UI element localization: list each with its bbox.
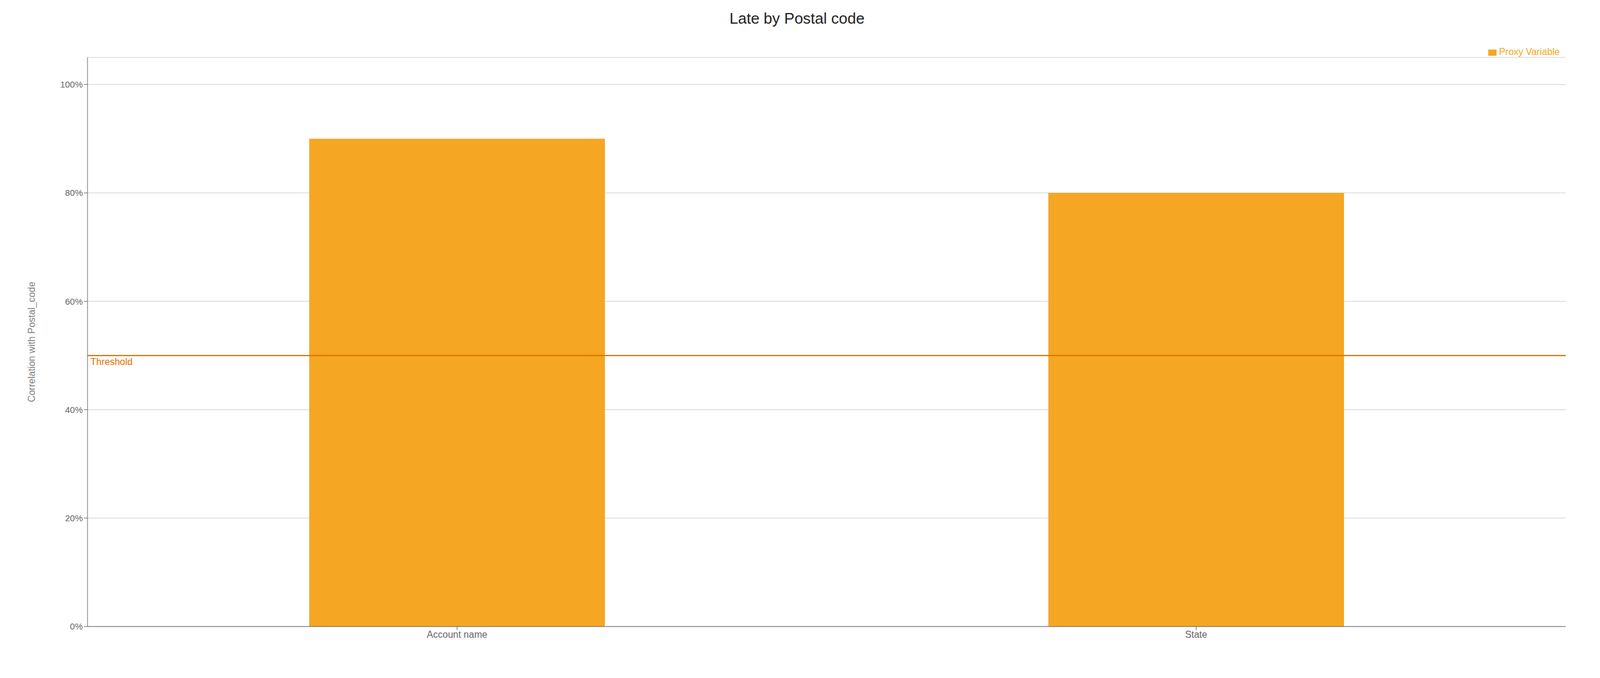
- svg-text:State: State: [1184, 629, 1207, 640]
- html-text:Late by Postal code: Late by Postal code: [729, 9, 865, 28]
- svg-text:80%: 80%: [65, 187, 83, 198]
- svg-text:100%: 100%: [60, 79, 83, 90]
- svg-text:40%: 40%: [65, 404, 83, 415]
- svg-text:Account name: Account name: [426, 629, 488, 640]
- svg-text:60%: 60%: [65, 296, 83, 307]
- svg-text:Threshold: Threshold: [90, 356, 133, 367]
- html-text:Proxy Variable: Proxy Variable: [1498, 46, 1560, 57]
- svg-text:20%: 20%: [65, 512, 83, 523]
- svg-text:0%: 0%: [69, 620, 83, 631]
- svg-text:Correlation with Postal_code: Correlation with Postal_code: [26, 281, 38, 403]
